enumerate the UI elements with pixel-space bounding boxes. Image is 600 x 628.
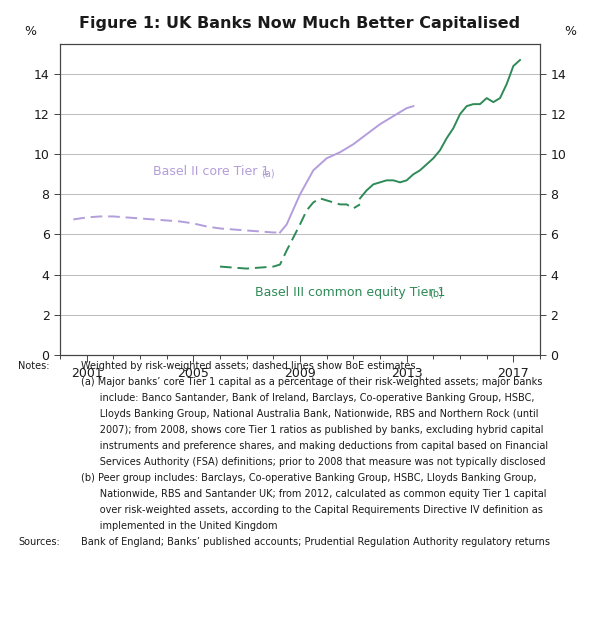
Text: instruments and preference shares, and making deductions from capital based on F: instruments and preference shares, and m… bbox=[81, 441, 548, 451]
Text: Lloyds Banking Group, National Australia Bank, Nationwide, RBS and Northern Rock: Lloyds Banking Group, National Australia… bbox=[81, 409, 539, 419]
Text: include: Banco Santander, Bank of Ireland, Barclays, Co-operative Banking Group,: include: Banco Santander, Bank of Irelan… bbox=[81, 393, 535, 403]
Text: Nationwide, RBS and Santander UK; from 2012, calculated as common equity Tier 1 : Nationwide, RBS and Santander UK; from 2… bbox=[81, 489, 547, 499]
Text: (a) Major banks’ core Tier 1 capital as a percentage of their risk-weighted asse: (a) Major banks’ core Tier 1 capital as … bbox=[81, 377, 542, 387]
Text: Basel III common equity Tier 1: Basel III common equity Tier 1 bbox=[254, 286, 445, 299]
Text: (b) Peer group includes: Barclays, Co-operative Banking Group, HSBC, Lloyds Bank: (b) Peer group includes: Barclays, Co-op… bbox=[81, 474, 536, 483]
Text: (a): (a) bbox=[262, 168, 275, 178]
Text: Notes:: Notes: bbox=[18, 361, 49, 371]
Text: 2007); from 2008, shows core Tier 1 ratios as published by banks, excluding hybr: 2007); from 2008, shows core Tier 1 rati… bbox=[81, 425, 544, 435]
Text: Services Authority (FSA) definitions; prior to 2008 that measure was not typical: Services Authority (FSA) definitions; pr… bbox=[81, 457, 545, 467]
Text: over risk-weighted assets, according to the Capital Requirements Directive IV de: over risk-weighted assets, according to … bbox=[81, 505, 543, 515]
Text: %: % bbox=[564, 24, 576, 38]
Text: Figure 1: UK Banks Now Much Better Capitalised: Figure 1: UK Banks Now Much Better Capit… bbox=[79, 16, 521, 31]
Text: (b): (b) bbox=[430, 289, 443, 299]
Text: implemented in the United Kingdom: implemented in the United Kingdom bbox=[81, 521, 277, 531]
Text: Weighted by risk-weighted assets; dashed lines show BoE estimates: Weighted by risk-weighted assets; dashed… bbox=[81, 361, 415, 371]
Text: Sources:: Sources: bbox=[18, 537, 60, 547]
Text: %: % bbox=[24, 24, 36, 38]
Text: Basel II core Tier 1: Basel II core Tier 1 bbox=[154, 165, 269, 178]
Text: Bank of England; Banks’ published accounts; Prudential Regulation Authority regu: Bank of England; Banks’ published accoun… bbox=[81, 537, 550, 547]
